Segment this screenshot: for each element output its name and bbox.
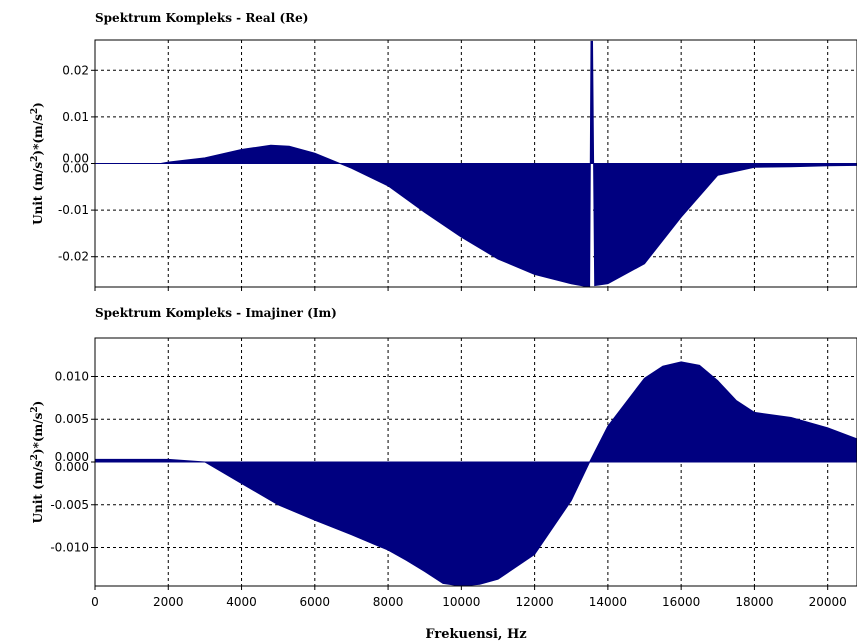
y-tick-label: 0.02: [62, 63, 89, 77]
x-tick-label: 2000: [153, 595, 184, 609]
y-tick-label: 0.000: [55, 460, 89, 474]
y-tick-label: 0.00: [62, 152, 89, 166]
x-tick-label: 0: [91, 595, 99, 609]
y-tick-label: 0.000: [55, 450, 89, 464]
x-tick-label: 14000: [589, 595, 627, 609]
y-tick-label: -0.010: [50, 541, 89, 555]
chart-real-frame: [94, 39, 857, 288]
x-tick-label: 18000: [735, 595, 773, 609]
x-tick-label: 12000: [516, 595, 554, 609]
series-area: [95, 40, 857, 288]
x-tick-label: 6000: [300, 595, 331, 609]
chart-imag-area: [94, 361, 857, 587]
chart-real-ylabel: Unit (m/s2)*(m/s2): [30, 102, 45, 225]
chart-imag-title: Spektrum Kompleks - Imajiner (Im): [95, 306, 337, 320]
x-tick-label: 20000: [809, 595, 847, 609]
chart-imag-frame: [94, 337, 857, 587]
chart-imag: Spektrum Kompleks - Imajiner (Im) 0.0100…: [30, 306, 857, 642]
y-tick-label: -0.005: [50, 498, 89, 512]
chart-real: Spektrum Kompleks - Real (Re) 0.020.010.…: [30, 11, 857, 291]
y-tick-label: -0.01: [58, 203, 89, 217]
x-tick-label: 10000: [442, 595, 480, 609]
x-tick-label: 8000: [373, 595, 404, 609]
chart-real-area: [95, 40, 857, 288]
y-tick-label: 0.010: [55, 369, 89, 383]
chart-real-title: Spektrum Kompleks - Real (Re): [95, 11, 308, 25]
y-tick-label: 0.005: [55, 412, 89, 426]
chart-imag-xlabel: Frekuensi, Hz: [425, 627, 526, 642]
y-tick-label: 0.00: [62, 162, 89, 176]
y-tick-label: -0.02: [58, 250, 89, 264]
chart-real-ticks: 0.02 0.01 0.000.00 -0.01 -0.02: [58, 63, 829, 291]
chart-imag-ylabel: Unit (m/s2)*(m/s2): [30, 401, 45, 524]
y-tick-label: 0.01: [62, 110, 89, 124]
series-area: [94, 361, 857, 587]
x-tick-label: 4000: [226, 595, 257, 609]
chart-imag-ticks: 0.010 0.005 0.0000.000 -0.005 -0.010 0 2000 400…: [50, 369, 846, 609]
x-tick-label: 16000: [662, 595, 700, 609]
